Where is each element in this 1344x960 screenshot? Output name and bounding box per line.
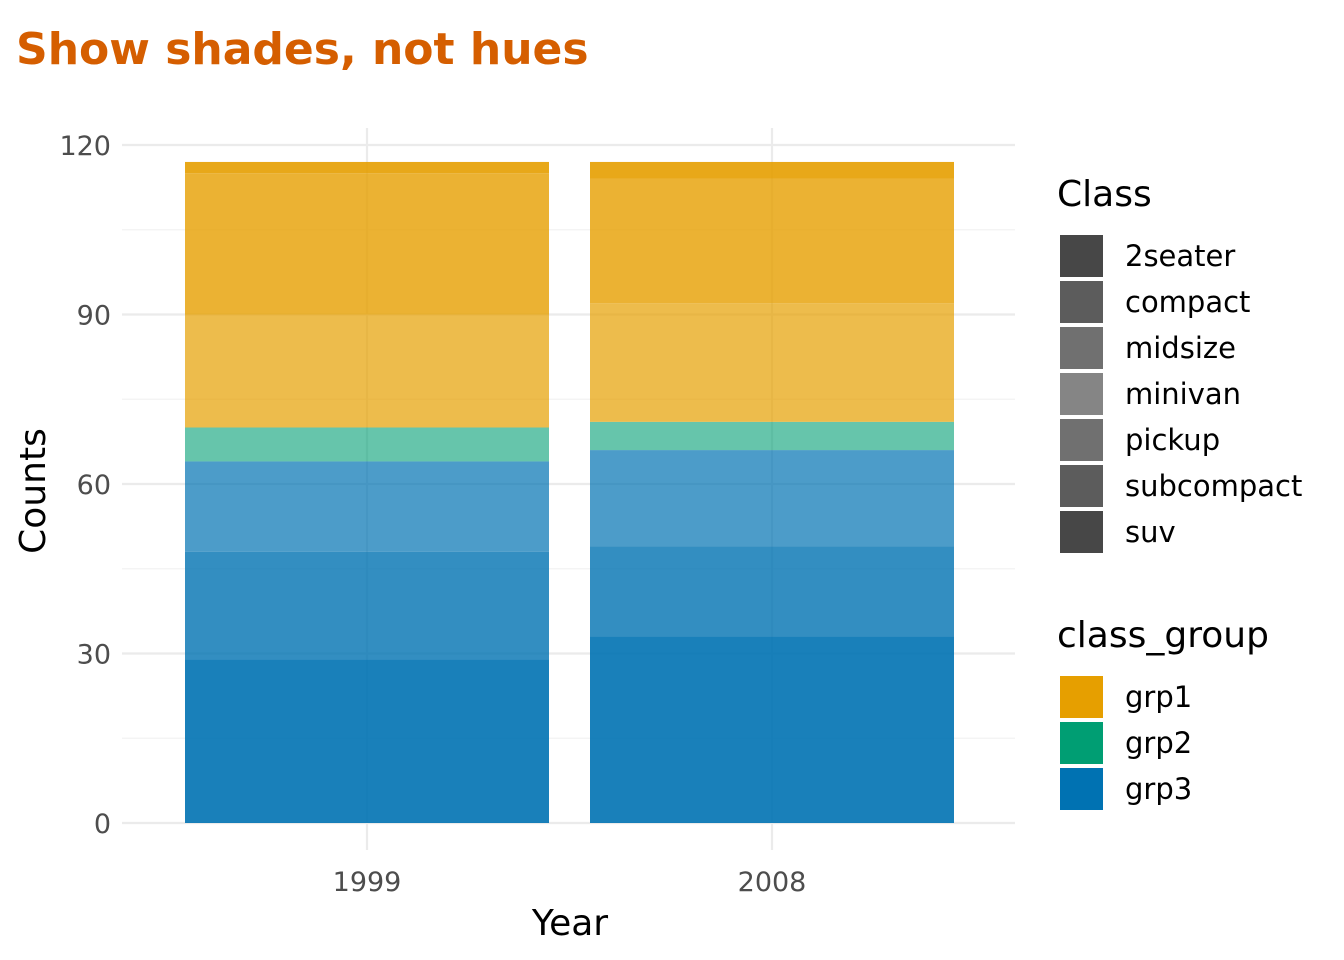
bar-segment-subcompact-2008 <box>590 546 954 637</box>
legend-key-midsize <box>1060 327 1103 369</box>
chart-title: Show shades, not hues <box>16 24 589 75</box>
bar-segment-suv-1999 <box>185 659 549 823</box>
legend-label-2seater: 2seater <box>1125 239 1235 273</box>
legend-key-minivan <box>1060 373 1103 415</box>
legend-label-midsize: midsize <box>1125 331 1236 365</box>
legend-key-compact <box>1060 281 1103 323</box>
bar-segment-pickup-1999 <box>185 461 549 552</box>
legend-label-minivan: minivan <box>1125 377 1241 411</box>
legend-label-compact: compact <box>1125 285 1250 319</box>
legend-label-subcompact: subcompact <box>1125 469 1302 503</box>
legend-label-suv: suv <box>1125 515 1176 549</box>
legend-title-class: Class <box>1057 174 1152 215</box>
bars <box>185 161 954 823</box>
bar-segment-minivan-1999 <box>185 427 549 462</box>
y-tick-label: 60 <box>77 470 111 501</box>
bar-segment-2seater-1999 <box>185 161 549 174</box>
y-tick-label: 30 <box>77 640 111 671</box>
legend-key-subcompact <box>1060 465 1103 507</box>
legend-title-class-group: class_group <box>1057 615 1269 656</box>
bar-segment-2seater-2008 <box>590 161 954 179</box>
bar-segment-compact-2008 <box>590 178 954 304</box>
legend-label-grp3: grp3 <box>1125 772 1192 806</box>
bar-segment-subcompact-1999 <box>185 551 549 660</box>
axes: 0 30 60 90 120 1999 2008 <box>59 131 806 898</box>
bar-segment-compact-1999 <box>185 173 549 315</box>
legend-key-grp2 <box>1060 722 1103 764</box>
legend-label-grp1: grp1 <box>1125 680 1192 714</box>
bar-segment-suv-2008 <box>590 636 954 823</box>
legend-key-grp1 <box>1060 676 1103 718</box>
legend-key-grp3 <box>1060 768 1103 810</box>
bar-segment-pickup-2008 <box>590 450 954 547</box>
legend-label-grp2: grp2 <box>1125 726 1192 760</box>
x-tick-label: 2008 <box>738 867 807 898</box>
bar-segment-minivan-2008 <box>590 421 954 451</box>
legend-label-pickup: pickup <box>1125 423 1220 457</box>
y-tick-label: 0 <box>94 809 111 840</box>
y-axis-title: Counts <box>13 428 54 554</box>
y-tick-label: 90 <box>77 301 111 332</box>
bar-segment-midsize-1999 <box>185 314 549 428</box>
bar-segment-midsize-2008 <box>590 303 954 422</box>
x-tick-label: 1999 <box>333 867 402 898</box>
legend-key-pickup <box>1060 419 1103 461</box>
legend-key-suv <box>1060 511 1103 553</box>
legends: Class 2seater compact midsize minivan pickup s… <box>1057 174 1302 810</box>
x-axis-title: Year <box>531 903 608 944</box>
legend-key-2seater <box>1060 235 1103 277</box>
y-tick-label: 120 <box>59 131 111 162</box>
